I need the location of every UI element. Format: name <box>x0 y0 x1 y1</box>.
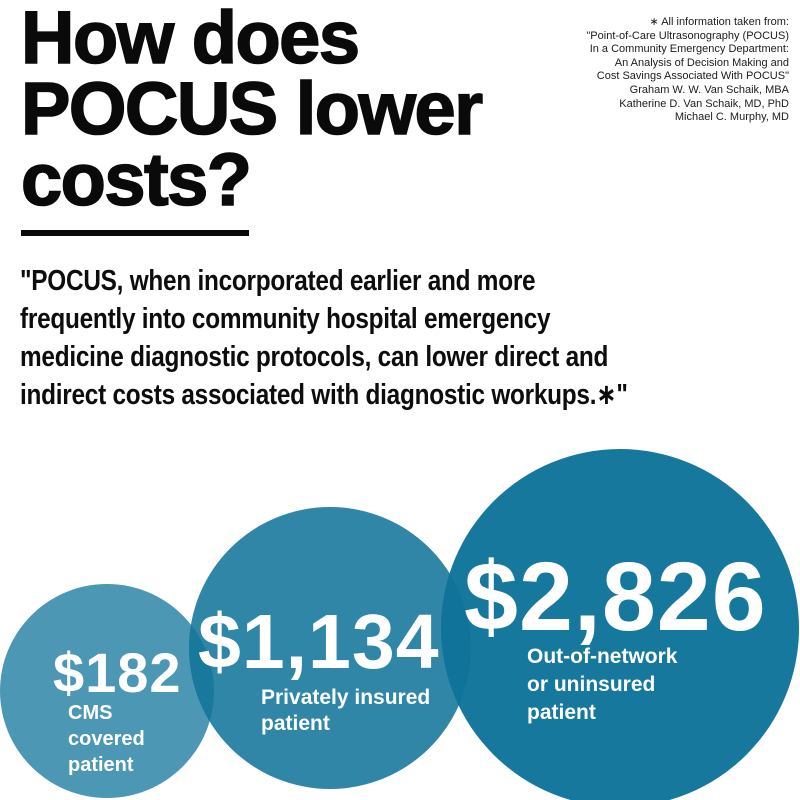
bubble-label-line: CMS <box>68 702 113 724</box>
bubble-label-oon: Out-of-network or uninsured patient <box>527 643 677 727</box>
citation-author: Katherine D. Van Schaik, MD, PhD <box>619 97 789 110</box>
citation-line: In a Community Emergency Department: <box>589 43 789 56</box>
bubble-label-line: patient <box>68 754 134 776</box>
bubble-cms-covered <box>0 584 214 798</box>
quote-text: "POCUS, when incorporated earlier and mo… <box>20 262 743 414</box>
citation-line: An Analysis of Decision Making and <box>614 56 789 69</box>
bubble-label-line: patient <box>261 712 330 735</box>
citation-author: Graham W. W. Van Schaik, MBA <box>629 83 789 96</box>
title-line-3: costs? <box>20 138 253 221</box>
title-underline <box>21 230 249 236</box>
bubble-out-of-network <box>441 449 799 800</box>
bubble-value-cms: $182 <box>53 641 182 704</box>
bubble-value-oon: $2,826 <box>464 542 767 651</box>
citation-line: Cost Savings Associated With POCUS" <box>596 70 789 83</box>
quote-line-3: medicine diagnostic protocols, can lower… <box>20 341 609 373</box>
bubble-value-private: $1,134 <box>198 599 440 685</box>
source-citation: ∗ All information taken from: "Point-of-… <box>586 16 789 125</box>
bubble-label-private: Privately insured patient <box>261 685 430 737</box>
quote-line-2: frequently into community hospital emerg… <box>20 303 551 335</box>
bubble-label-line: Privately insured <box>261 686 431 709</box>
bubble-label-line: or uninsured <box>527 673 656 696</box>
citation-line: "Point-of-Care Ultrasonography (POCUS) <box>586 29 789 42</box>
bubble-label-line: covered <box>68 728 145 750</box>
page-title: How does POCUS lower costs? <box>20 0 484 221</box>
title-line-1: How does <box>20 0 361 79</box>
bubble-label-cms: CMS covered patient <box>68 700 145 778</box>
quote-line-4: indirect costs associated with diagnosti… <box>20 379 628 411</box>
title-line-2: POCUS lower <box>20 67 484 150</box>
bubble-privately-insured <box>189 507 471 789</box>
quote-line-1: "POCUS, when incorporated earlier and mo… <box>20 265 536 297</box>
bubble-label-line: patient <box>527 701 596 724</box>
citation-line: ∗ All information taken from: <box>649 16 789 28</box>
citation-author: Michael C. Murphy, MD <box>674 111 789 124</box>
bubble-label-line: Out-of-network <box>527 645 678 668</box>
